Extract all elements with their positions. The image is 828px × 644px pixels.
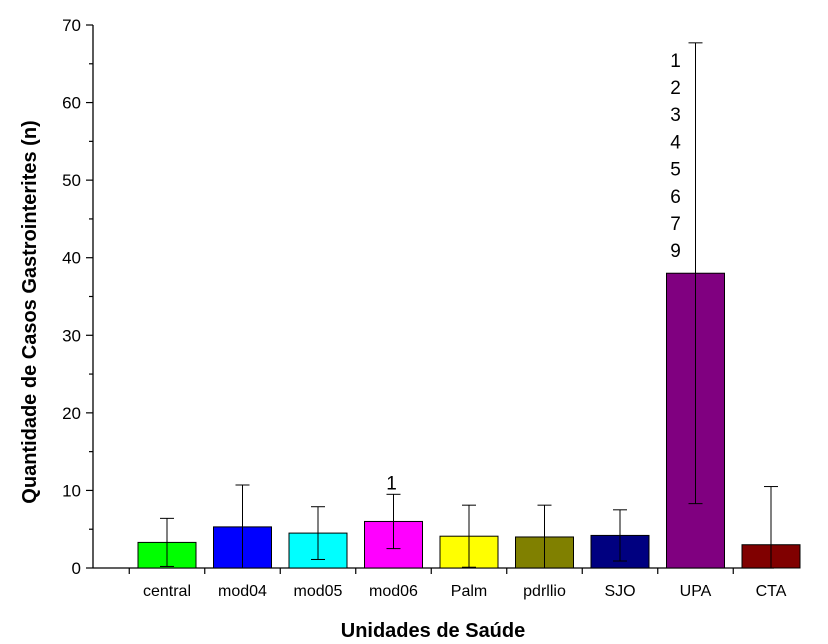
y-tick-label: 40 <box>62 249 81 268</box>
annotation-label: 4 <box>670 132 681 153</box>
annotation-label: 7 <box>670 214 681 235</box>
annotation-label: 5 <box>670 160 681 181</box>
y-tick-label: 20 <box>62 404 81 423</box>
y-tick-label: 30 <box>62 326 81 345</box>
x-tick-label: pdrllio <box>523 583 566 600</box>
x-axis-title: Unidades de Saúde <box>341 620 526 642</box>
y-axis-title: Quantidade de Casos Gastrointerites (n) <box>19 120 41 503</box>
x-tick-label: SJO <box>604 583 635 600</box>
annotation-label: 1 <box>670 51 681 72</box>
annotation-label: 1 <box>386 473 397 494</box>
y-tick-label: 50 <box>62 171 81 190</box>
x-tick-label: central <box>143 583 191 600</box>
x-tick-label: mod04 <box>218 583 267 600</box>
y-tick-label: 10 <box>62 481 81 500</box>
x-tick-label: mod05 <box>294 583 343 600</box>
x-tick-label: Palm <box>451 583 487 600</box>
x-tick-label: CTA <box>756 583 787 600</box>
x-tick-label: UPA <box>680 583 712 600</box>
annotation-label: 9 <box>670 241 681 262</box>
y-tick-label: 0 <box>72 559 81 578</box>
y-tick-label: 70 <box>62 16 81 35</box>
bars <box>137 272 801 569</box>
axes: 0 10 20 30 40 50 60 70 <box>62 16 774 578</box>
labels: central mod04 mod05 mod06 Palm pdrllio SJO UPA C… <box>143 51 787 600</box>
annotation-label: 6 <box>670 187 681 208</box>
x-tick-label: mod06 <box>369 583 418 600</box>
annotation-label: 3 <box>670 105 681 126</box>
annotation-label: 2 <box>670 78 681 99</box>
error-bars <box>160 42 778 569</box>
y-tick-label: 60 <box>62 94 81 113</box>
